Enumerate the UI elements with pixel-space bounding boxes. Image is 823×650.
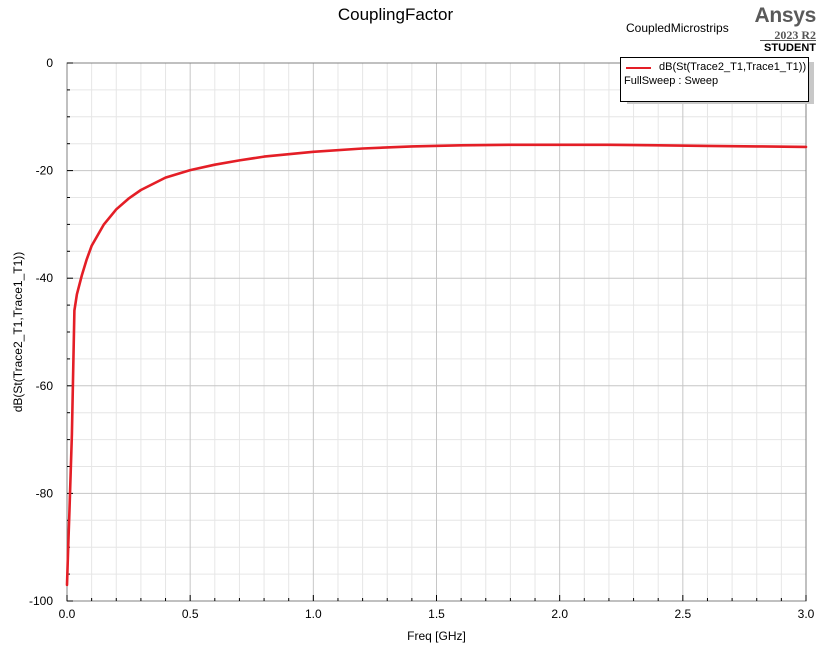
x-axis-label: Freq [GHz] (407, 629, 466, 643)
x-tick-label: 2.0 (551, 607, 568, 621)
brand-name: Ansys (754, 4, 816, 27)
y-tick-label: -100 (29, 594, 53, 608)
chart-title: CouplingFactor (337, 5, 454, 24)
y-tick-labels: 0 -20 -40 -60 -80 -100 (29, 56, 53, 608)
brand-version: 2023 R2 (774, 28, 816, 42)
y-tick-label: 0 (46, 56, 53, 70)
y-tick-label: -80 (36, 486, 54, 500)
y-tick-label: -40 (36, 271, 54, 285)
x-tick-label: 3.0 (798, 607, 815, 621)
brand-edition: STUDENT (764, 42, 816, 54)
y-tick-label: -60 (36, 379, 54, 393)
legend-series-label: dB(St(Trace2_T1,Trace1_T1)) (659, 61, 807, 73)
x-tick-label: 1.0 (305, 607, 322, 621)
y-axis-label: dB(St(Trace2_T1,Trace1_T1)) (11, 252, 25, 413)
x-tick-labels: 0.0 0.5 1.0 1.5 2.0 2.5 3.0 (59, 607, 815, 621)
legend-sweep-label: FullSweep : Sweep (624, 75, 719, 87)
x-tick-label: 1.5 (428, 607, 445, 621)
legend-swatch (626, 67, 651, 69)
y-tick-label: -20 (36, 164, 54, 178)
legend[interactable]: dB(St(Trace2_T1,Trace1_T1)) FullSweep : … (620, 57, 809, 102)
design-name: CoupledMicrostrips (626, 21, 729, 35)
x-tick-label: 2.5 (674, 607, 691, 621)
axis-ticks (66, 62, 807, 602)
x-tick-label: 0.5 (182, 607, 199, 621)
brand-divider (760, 40, 816, 41)
series-line-coupling (65, 143, 808, 587)
x-tick-label: 0.0 (59, 607, 76, 621)
